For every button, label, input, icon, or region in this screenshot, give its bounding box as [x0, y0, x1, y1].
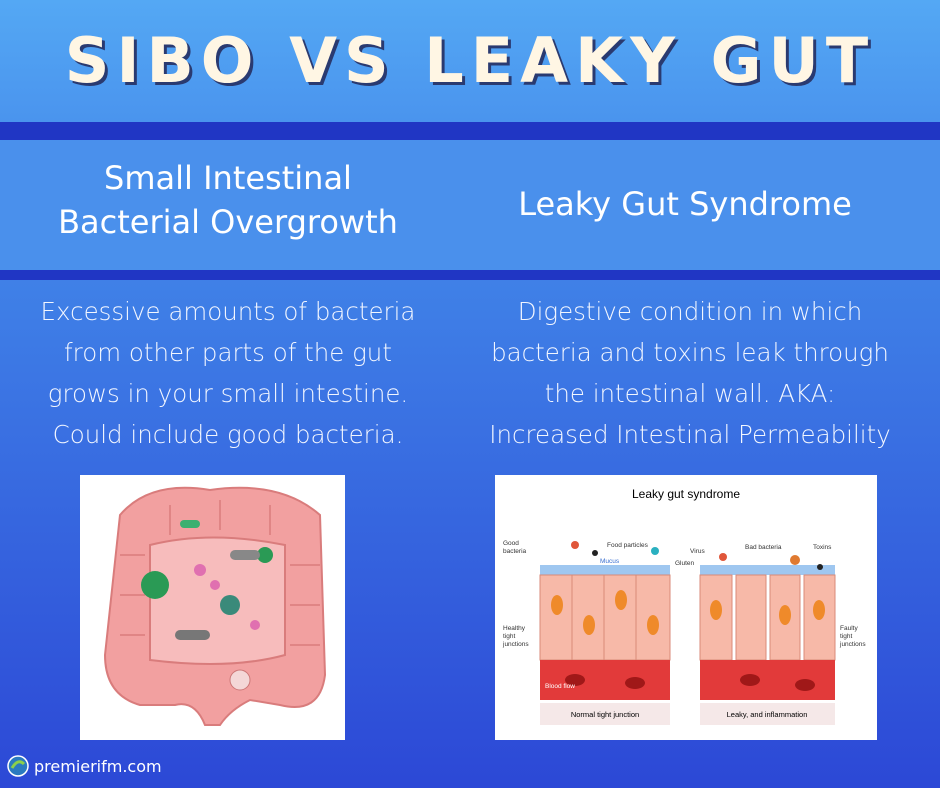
diagram-caption: Leaky, and inflammation — [727, 710, 808, 719]
heading: Leaky Gut Syndrome — [450, 182, 920, 226]
description: Digestive condition in which bacteria and… — [455, 291, 925, 455]
diagram-label: Gluten — [675, 560, 695, 567]
desc-line: from other parts of the gut — [64, 338, 392, 367]
heading: Small Intestinal Bacterial Overgrowth — [0, 156, 463, 244]
diagram-label: junctions — [502, 641, 529, 648]
diagram-label: tight — [503, 633, 515, 640]
diagram-label: junctions — [839, 641, 866, 648]
footer: premierifm.com — [6, 754, 162, 778]
diagram-label: Bad bacteria — [745, 544, 782, 551]
leaky-gut-diagram: Leaky gut syndrome Good bacteria Food pa… — [502, 487, 866, 725]
diagram-label: Blood flow — [545, 683, 575, 690]
sibo-image — [80, 475, 345, 740]
heading-line: Small Intestinal — [104, 159, 352, 197]
diagram-title: Leaky gut syndrome — [632, 487, 740, 501]
diagram-caption: Normal tight junction — [571, 710, 639, 719]
heading-line: Leaky Gut Syndrome — [518, 185, 852, 223]
diagram-label: Virus — [690, 548, 705, 555]
diagram-label: Good — [503, 540, 519, 547]
desc-line: Could include good bacteria. — [52, 420, 404, 449]
intestine-illustration — [103, 486, 327, 726]
diagram-label: bacteria — [503, 548, 527, 555]
desc-line: bacteria and toxins leak through — [491, 338, 889, 367]
desc-line: the intestinal wall. AKA: — [544, 379, 836, 408]
site-url: premierifm.com — [34, 756, 162, 776]
diagram-label: Food particles — [607, 542, 649, 549]
stripe — [0, 122, 940, 140]
heading-line: Bacterial Overgrowth — [58, 203, 398, 241]
desc-line: Excessive amounts of bacteria — [40, 297, 416, 326]
diagram-label: Faulty — [840, 625, 858, 632]
heading-band: Small Intestinal Bacterial Overgrowth Lea… — [0, 140, 940, 270]
desc-line: grows in your small intestine. — [47, 379, 409, 408]
diagram-label: Toxins — [813, 544, 832, 551]
diagram-label: Healthy — [503, 625, 526, 632]
leaky-gut-image: Leaky gut syndrome Good bacteria Food pa… — [495, 475, 877, 740]
diagram-label: tight — [840, 633, 852, 640]
desc-line: Increased Intestinal Permeability — [489, 420, 891, 449]
description: Excessive amounts of bacteria from other … — [0, 291, 463, 455]
logo — [7, 755, 29, 777]
title: SIBO VS LEAKY GUT — [64, 24, 876, 97]
title-band: SIBO VS LEAKY GUT — [0, 0, 940, 122]
diagram-label: Mucus — [600, 558, 620, 565]
desc-line: Digestive condition in which — [517, 297, 863, 326]
stripe — [0, 270, 940, 280]
